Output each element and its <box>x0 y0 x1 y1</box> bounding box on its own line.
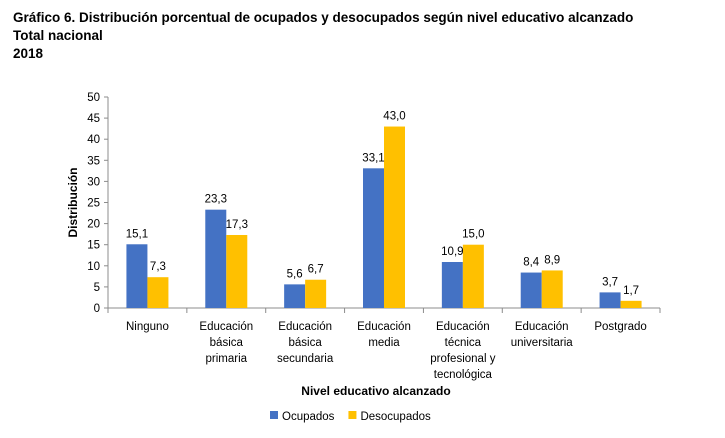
legend-label-desocupados: Desocupados <box>360 411 431 423</box>
bar-ocupados <box>205 209 227 308</box>
bar-ocupados <box>284 284 306 308</box>
data-label-ocupados: 3,7 <box>602 276 618 288</box>
data-labels: 15,1 7,3 23,3 17,3 5,6 6,7 33,1 43,0 10,9 15,0 8,4… <box>126 111 639 297</box>
data-label-desocupados: 15,0 <box>462 229 484 241</box>
bar-desocupados <box>147 277 169 308</box>
bar-desocupados <box>305 279 327 308</box>
bar-desocupados <box>541 270 563 308</box>
category-label: Ninguno <box>126 321 169 333</box>
data-label-desocupados: 8,9 <box>544 254 560 266</box>
data-label-ocupados: 33,1 <box>362 152 384 164</box>
y-tick-label: 25 <box>87 198 100 210</box>
y-tick-label: 20 <box>87 219 100 231</box>
y-axis-title: Distribución <box>66 167 80 237</box>
category-label: Educación técnica profesional y tecnológica <box>430 321 495 381</box>
y-tick-label: 10 <box>87 261 100 273</box>
y-tick-label: 50 <box>87 92 100 104</box>
y-axis: 0 5 10 15 20 25 30 35 40 45 50 <box>87 92 109 315</box>
legend-swatch-ocupados <box>270 411 278 419</box>
category-label: Postgrado <box>594 321 646 333</box>
chart-title-block: Gráfico 6. Distribución porcentual de oc… <box>13 9 633 63</box>
y-tick-label: 0 <box>94 303 100 315</box>
y-tick-label: 15 <box>87 240 100 252</box>
bar-ocupados <box>363 168 384 308</box>
data-label-ocupados: 15,1 <box>126 228 148 240</box>
data-label-desocupados: 6,7 <box>308 264 324 276</box>
bar-desocupados <box>226 234 248 308</box>
y-tick-label: 30 <box>87 176 100 188</box>
y-tick-label: 45 <box>87 113 100 125</box>
bar-ocupados <box>126 244 148 308</box>
y-tick-label: 5 <box>94 282 100 294</box>
data-label-ocupados: 10,9 <box>441 246 463 258</box>
bar-desocupados <box>462 244 484 308</box>
chart-subtitle-year: 2018 <box>13 46 44 61</box>
bar-ocupados <box>441 262 463 308</box>
bars <box>126 126 642 308</box>
bar-desocupados <box>384 126 405 308</box>
chart-title: Gráfico 6. Distribución porcentual de oc… <box>13 10 634 25</box>
x-axis-title: Nivel educativo alcanzado <box>301 384 450 398</box>
data-label-desocupados: 7,3 <box>150 261 166 273</box>
category-labels: Ninguno Educación básica primaria Educación b… <box>126 321 647 381</box>
legend: Ocupados Desocupados <box>270 411 431 423</box>
bar-desocupados <box>620 300 642 308</box>
bar-ocupados <box>520 272 542 308</box>
legend-label-ocupados: Ocupados <box>282 411 335 423</box>
bar-ocupados <box>599 292 621 308</box>
y-tick-label: 35 <box>87 155 100 167</box>
category-label: Educación básica primaria <box>199 321 253 365</box>
data-label-ocupados: 23,3 <box>205 194 227 206</box>
category-label: Educación universitaria <box>511 321 574 349</box>
legend-swatch-desocupados <box>348 411 357 419</box>
category-label: Educación media <box>357 321 411 349</box>
y-tick-label: 40 <box>87 134 100 146</box>
data-label-ocupados: 5,6 <box>287 268 303 280</box>
data-label-ocupados: 8,4 <box>523 257 540 269</box>
category-label: Educación básica secundaria <box>277 321 334 365</box>
data-label-desocupados: 43,0 <box>383 111 405 123</box>
data-label-desocupados: 17,3 <box>226 219 248 231</box>
chart-subtitle-scope: Total nacional <box>13 28 103 43</box>
data-label-desocupados: 1,7 <box>623 285 639 297</box>
x-axis <box>107 307 661 313</box>
